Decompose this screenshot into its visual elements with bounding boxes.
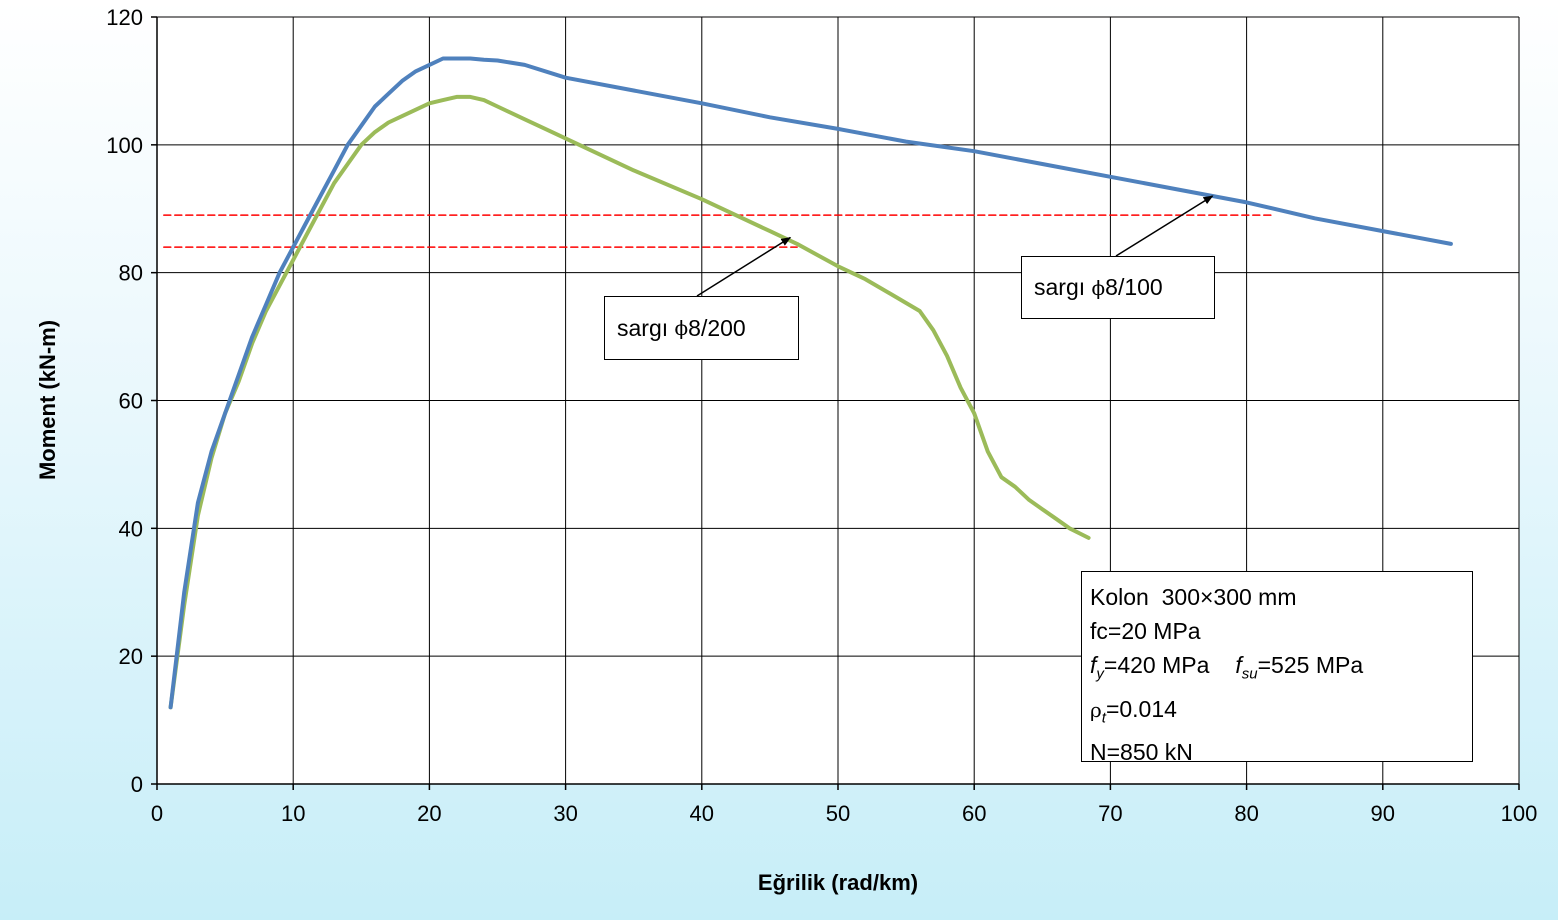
callout-sargi-8-200: sargı ϕ 8/200 (604, 296, 799, 360)
rho-subscript: t (1101, 709, 1106, 727)
rho-symbol: ρ (1090, 697, 1102, 722)
x-axis-title: Eğrilik (rad/km) (758, 870, 918, 895)
callout-prefix: sargı (1034, 274, 1092, 300)
fsu-subscript: su (1241, 665, 1258, 683)
series-line-sargi-8-100 (168, 56, 1453, 710)
phi-symbol: ϕ (674, 316, 689, 340)
series-layer (163, 56, 1453, 710)
x-tick-label: 10 (281, 801, 305, 826)
x-tick-label: 30 (553, 801, 577, 826)
arrow-sargi-8-200 (696, 236, 792, 297)
x-tick-label: 50 (826, 801, 850, 826)
axes (151, 16, 1520, 790)
x-tick-label: 70 (1098, 801, 1122, 826)
x-tick-label: 0 (151, 801, 163, 826)
y-tick-label: 40 (119, 516, 143, 541)
x-tick-label: 80 (1234, 801, 1258, 826)
x-tick-label: 100 (1501, 801, 1538, 826)
fy-subscript: y (1096, 665, 1104, 683)
callout-prefix: sargı (617, 314, 675, 341)
info-fc: fc=20 MPa (1090, 618, 1201, 644)
x-tick-label: 60 (962, 801, 986, 826)
arrow-sargi-8-100 (1115, 195, 1214, 257)
phi-symbol: ϕ (1091, 275, 1106, 300)
y-tick-label: 80 (119, 261, 143, 286)
info-column-size: Kolon 300×300 mm (1090, 584, 1297, 610)
annotation-arrows (696, 195, 1214, 297)
x-tick-label: 40 (690, 801, 714, 826)
tick-labels: 0 10 20 30 40 50 60 70 80 90 100 0 20 40 60 80 100 120 (106, 5, 1537, 826)
info-axial-load: N=850 kN (1090, 739, 1193, 766)
y-tick-label: 100 (106, 133, 143, 158)
info-rho: ρt=0.014 (1090, 692, 1464, 736)
column-properties-box: Kolon 300×300 mm fc=20 MPa fy=420 MPa fsu… (1081, 571, 1473, 765)
y-axis-title: Moment (kN-m) (35, 320, 60, 480)
callout-sargi-8-100: sargı ϕ 8/100 (1021, 256, 1215, 319)
y-tick-label: 20 (119, 644, 143, 669)
fy-symbol: f (1090, 652, 1097, 678)
fy-value: =420 MPa (1103, 652, 1210, 678)
callout-suffix: 8/100 (1105, 274, 1163, 300)
fsu-value: =525 MPa (1257, 652, 1364, 678)
x-tick-label: 90 (1371, 801, 1395, 826)
rho-value: =0.014 (1105, 695, 1177, 722)
fsu-symbol: f (1235, 652, 1242, 678)
x-tick-label: 20 (417, 801, 441, 826)
callout-suffix: 8/200 (688, 314, 746, 341)
y-tick-label: 60 (119, 389, 143, 414)
y-tick-label: 0 (131, 772, 143, 797)
y-tick-label: 120 (106, 5, 143, 30)
grid-lines (156, 16, 1520, 785)
info-fy-fsu: fy=420 MPa fsu=525 MPa (1090, 648, 1464, 692)
series-line-sargi-8-200 (168, 94, 1091, 710)
